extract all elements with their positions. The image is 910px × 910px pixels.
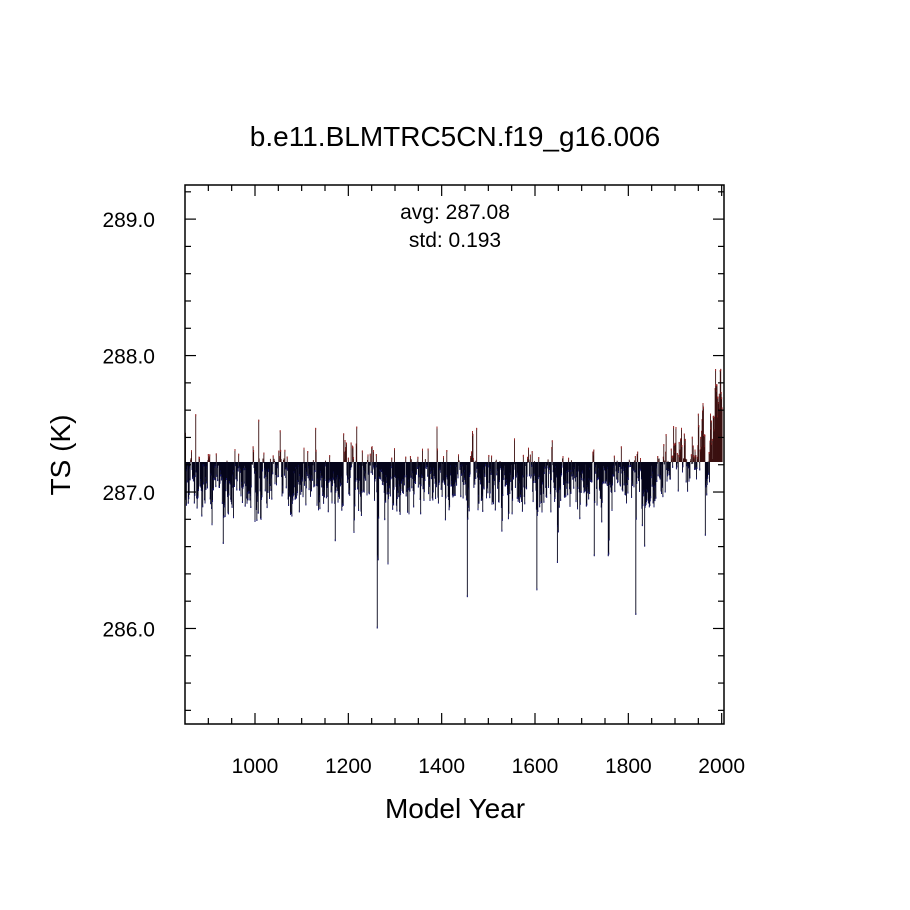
plot-frame (184, 184, 725, 725)
chart-title: b.e11.BLMTRC5CN.f19_g16.006 (250, 121, 660, 152)
x-tick-label: 2000 (698, 755, 745, 778)
avg-annotation: avg: 287.08 (400, 201, 510, 224)
x-axis-label: Model Year (385, 793, 525, 824)
x-tick-label: 1200 (325, 755, 372, 778)
x-tick-label: 1400 (418, 755, 465, 778)
std-annotation: std: 0.193 (409, 229, 501, 252)
x-tick-label: 1800 (605, 755, 652, 778)
bars-layer (184, 368, 723, 629)
y-axis-label: TS (K) (45, 415, 76, 496)
axes-layer: 1000 1200 1400 1600 1800 2000 286.0 287.0 288.0 2… (102, 184, 745, 778)
y-tick-label: 286.0 (102, 618, 155, 641)
y-tick-label: 289.0 (102, 209, 155, 232)
x-tick-label: 1000 (232, 755, 279, 778)
y-tick-label: 287.0 (102, 482, 155, 505)
x-tick-label: 1600 (512, 755, 559, 778)
y-tick-label: 288.0 (102, 346, 155, 369)
